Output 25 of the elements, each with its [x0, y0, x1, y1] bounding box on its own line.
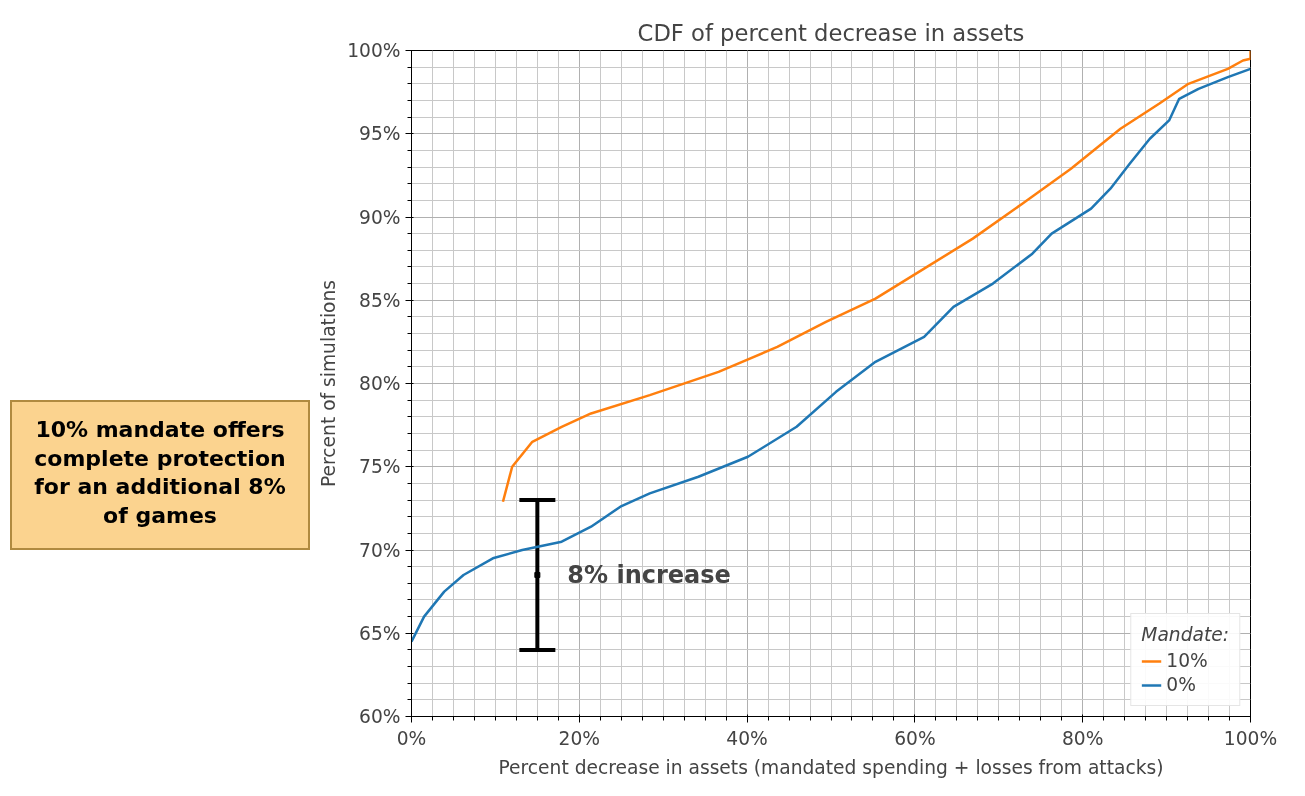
legend-label: 10% [1166, 650, 1208, 671]
y-tick-label: 70% [359, 539, 401, 561]
y-tick-label: 65% [359, 622, 401, 644]
x-tick-label: 60% [894, 727, 936, 749]
x-tick-label: 80% [1061, 727, 1104, 749]
line-series [501, 50, 1251, 503]
y-tick-label: 90% [359, 206, 401, 228]
x-tick-label: 20% [558, 727, 601, 749]
x-tick-label: 100% [1223, 727, 1278, 749]
legend-title: Mandate: [1141, 624, 1229, 645]
y-tick-label: 95% [359, 123, 401, 145]
y-tick-label: 100% [347, 40, 401, 61]
legend-label: 0% [1166, 674, 1196, 695]
y-tick-label: 60% [359, 706, 401, 727]
y-tick-label: 75% [359, 456, 401, 478]
x-tick-label: 0% [396, 727, 427, 749]
x-axis-title: Percent decrease in assets (mandated spending + losses from attacks) [498, 756, 1164, 778]
y-axis-title: Percent of simulations [318, 279, 340, 488]
chart-title: CDF of percent decrease in assets [637, 19, 1025, 46]
text: 10% mandate offers complete protection for an additional 8% of games [33, 416, 287, 530]
x-tick-label: 40% [726, 727, 768, 749]
y-tick-label: 85% [359, 289, 401, 311]
y-tick-label: 80% [359, 373, 401, 394]
line-series [411, 67, 1251, 643]
annotation: 8% increase [567, 560, 731, 589]
